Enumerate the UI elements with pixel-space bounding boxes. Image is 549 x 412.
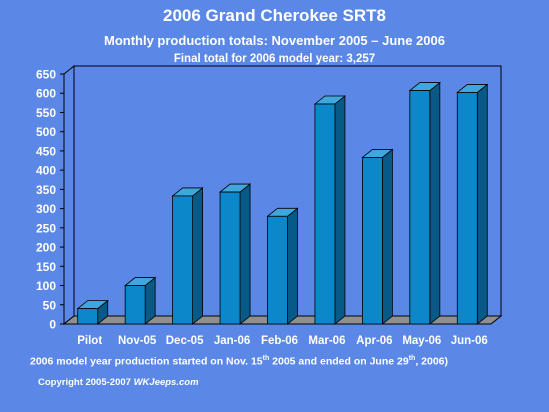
x-tick-label: Mar-06 [308,335,345,347]
y-tick-label: 0 [49,318,56,332]
bar-Nov-05 [124,285,146,325]
x-tick-label: Jan-06 [214,335,250,347]
y-tick-label: 500 [36,125,56,139]
bar-Feb-06 [267,215,288,325]
bar-side-Feb-06 [287,207,298,325]
chart-title: 2006 Grand Cherokee SRT8 [163,6,386,25]
bar-Apr-06 [361,157,383,325]
y-tick-label: 600 [36,87,56,101]
plot-side-wall [63,64,75,326]
bar-side-Apr-06 [381,148,393,325]
bar-side-Jun-06 [476,83,488,325]
bar-Jan-06 [219,191,241,325]
y-tick-label: 450 [36,144,56,158]
bar-Mar-06 [314,103,336,325]
bar-side-Dec-05 [192,187,204,325]
x-tick-label: May-06 [402,335,441,347]
y-tick-label: 150 [36,260,56,274]
bar-Pilot [77,308,99,325]
x-tick-label: Jun-06 [451,335,488,347]
bar-side-May-06 [429,81,441,325]
production-footnote: 2006 model year production started on No… [30,355,449,368]
copyright-notice: Copyright 2005-2007 WKJeeps.com [38,377,199,388]
y-tick-label: 200 [36,241,56,255]
y-tick-label: 300 [36,202,56,216]
x-tick-label: Apr-06 [356,335,392,347]
y-tick-label: 400 [36,164,56,178]
bar-May-06 [409,90,431,325]
site-name: WKJeeps.com [133,377,199,388]
y-tick-label: 250 [36,221,56,235]
x-tick-label: Feb-06 [261,335,298,347]
y-tick-label: 50 [43,298,57,312]
model-year-total: Final total for 2006 model year: 3,257 [173,53,376,65]
y-tick-label: 100 [36,279,56,293]
x-tick-label: Nov-05 [118,335,157,347]
y-tick-label: 650 [36,68,56,82]
bar-Jun-06 [456,92,478,325]
x-tick-label: Dec-05 [166,335,204,347]
chart-subtitle: Monthly production totals: November 2005… [104,33,445,48]
bar-side-Jan-06 [239,183,251,325]
x-tick-label: Pilot [77,335,102,347]
bar-Dec-05 [172,195,194,325]
y-tick-label: 550 [36,106,56,120]
y-tick-label: 350 [36,183,56,197]
bar-side-Mar-06 [334,95,346,325]
